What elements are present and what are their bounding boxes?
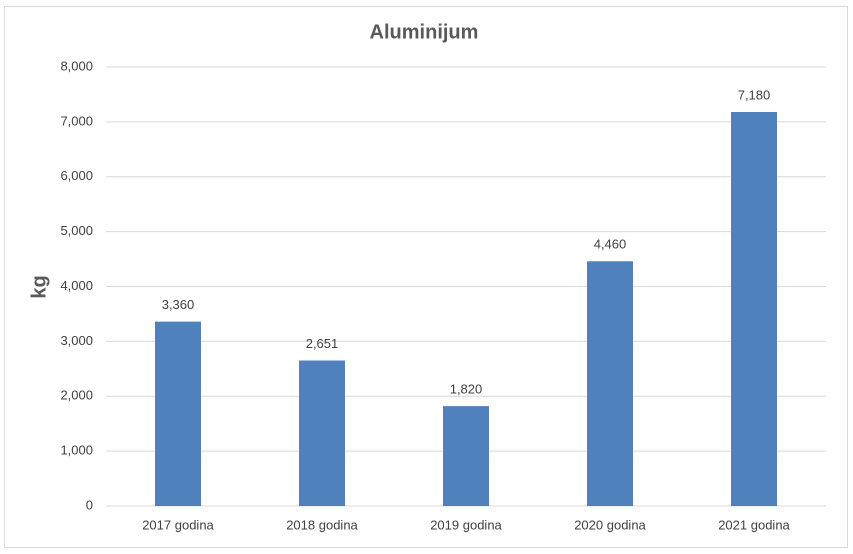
bar xyxy=(443,406,489,506)
y-tick-label: 6,000 xyxy=(60,168,93,183)
bar xyxy=(587,261,633,506)
y-tick-label: 1,000 xyxy=(60,443,93,458)
y-tick-label: 4,000 xyxy=(60,278,93,293)
bar xyxy=(299,360,345,506)
y-tick-label: 2,000 xyxy=(60,388,93,403)
y-tick-label: 7,000 xyxy=(60,113,93,128)
value-label: 7,180 xyxy=(738,87,771,102)
y-tick-label: 5,000 xyxy=(60,223,93,238)
chart-title: Aluminijum xyxy=(370,21,479,43)
value-label: 2,651 xyxy=(306,336,339,351)
bar xyxy=(731,111,777,506)
x-tick-label: 2021 godina xyxy=(718,517,790,532)
value-label: 4,460 xyxy=(594,237,627,252)
x-tick-label: 2020 godina xyxy=(574,517,646,532)
value-label: 1,820 xyxy=(450,382,483,397)
value-label: 3,360 xyxy=(162,297,195,312)
bar xyxy=(155,321,201,506)
x-tick-label: 2017 godina xyxy=(142,517,214,532)
x-tick-label: 2019 godina xyxy=(430,517,502,532)
y-tick-label: 3,000 xyxy=(60,333,93,348)
y-tick-label: 8,000 xyxy=(60,58,93,73)
chart-border xyxy=(4,6,848,548)
x-tick-label: 2018 godina xyxy=(286,517,358,532)
y-tick-label: 0 xyxy=(86,497,93,512)
y-axis-label: kg xyxy=(28,275,50,298)
